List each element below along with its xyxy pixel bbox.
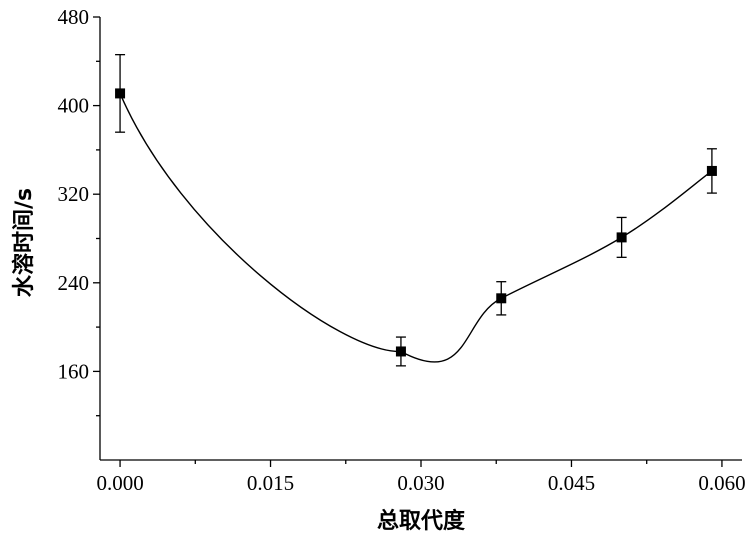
x-tick-label: 0.015 [247, 471, 294, 495]
data-point [496, 293, 507, 304]
y-tick-label: 320 [58, 182, 90, 206]
data-point [395, 346, 406, 357]
data-point [115, 88, 126, 99]
fit-curve-layer [119, 93, 713, 363]
y-tick-label: 400 [58, 94, 90, 118]
y-tick-label: 480 [58, 5, 90, 29]
x-tick-label: 0.030 [397, 471, 444, 495]
y-tick-label: 160 [58, 359, 90, 383]
y-tick-label: 240 [58, 271, 90, 295]
x-tick-label: 0.000 [96, 471, 143, 495]
ticks: 0.000 0.015 0.030 0.045 0.060 160 240 320 400 480 [58, 5, 746, 495]
y-axis-title: 水溶时间/s [11, 188, 37, 297]
axes [99, 17, 742, 461]
x-tick-label: 0.060 [698, 471, 745, 495]
data-point [616, 232, 627, 243]
fit-curve [119, 93, 713, 363]
x-axis-title: 总取代度 [377, 508, 466, 534]
x-tick-label: 0.045 [548, 471, 595, 495]
data-point [706, 165, 717, 176]
data-points [115, 54, 717, 367]
